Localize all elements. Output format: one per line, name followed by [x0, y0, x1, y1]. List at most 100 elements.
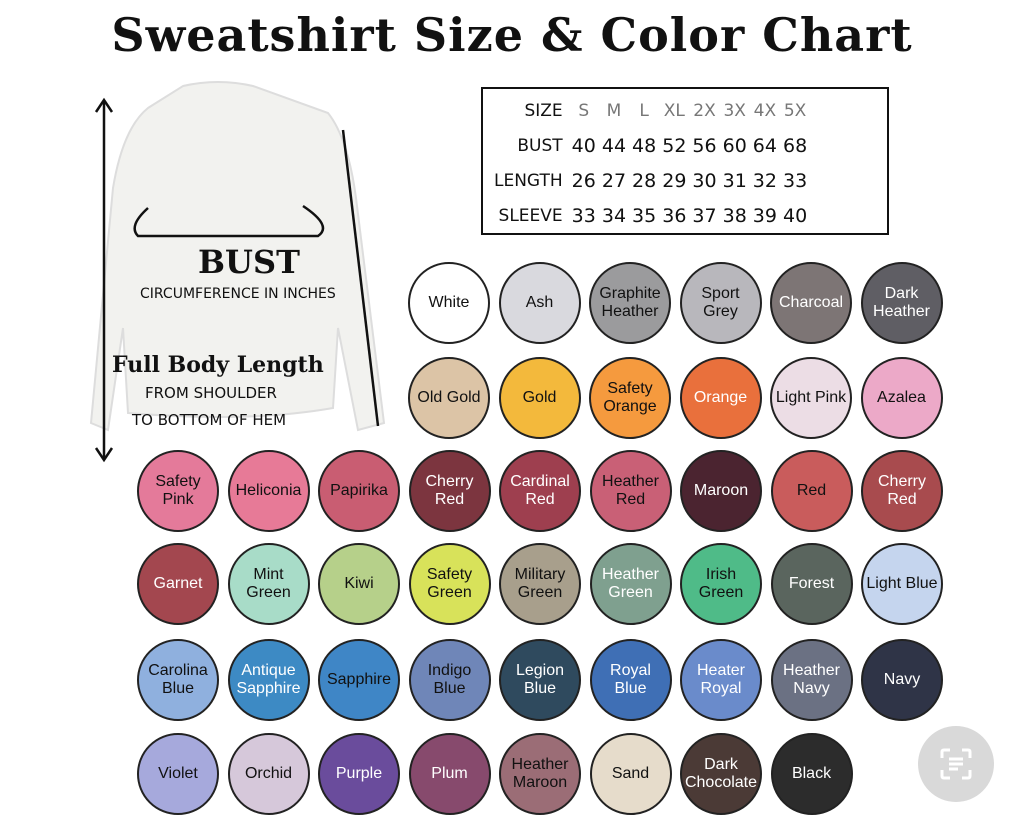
color-name: Light Pink [775, 389, 847, 406]
color-swatch: Maroon [680, 450, 762, 532]
color-name: Ash [525, 294, 554, 311]
color-swatch: Safety Orange [589, 357, 671, 439]
color-name: Kiwi [344, 575, 374, 592]
color-name: Dark Chocolate [684, 756, 758, 791]
color-swatch: Heather Navy [770, 639, 853, 721]
size-cell: XL [663, 100, 685, 121]
measurement-cell: 29 [662, 169, 687, 192]
color-name: Red [796, 482, 827, 499]
color-swatch: Violet [137, 733, 219, 815]
sweatshirt-illustration [89, 81, 386, 463]
length-sublabel-2: TO BOTTOM OF HEM [132, 411, 287, 429]
measurement-cell: 33 [571, 204, 596, 227]
color-swatch: Light Pink [770, 357, 852, 439]
color-name: Orange [693, 389, 748, 406]
measurement-cell: 28 [632, 169, 657, 192]
color-name: Navy [883, 671, 921, 688]
size-table: SIZE S M L XL 2X 3X 4X 5X BUST 40 44 48 52 56… [481, 87, 889, 235]
color-swatch: Safety Pink [137, 450, 219, 532]
color-swatch: Graphite Heather [589, 262, 671, 344]
color-swatch: Heather Maroon [499, 733, 581, 815]
size-cell: L [639, 100, 649, 121]
color-name: Sand [611, 765, 650, 782]
size-row-bust: BUST 40 44 48 52 56 60 64 68 [491, 128, 810, 163]
measurement-cell: 40 [571, 134, 596, 157]
measurement-cell: 34 [601, 204, 627, 227]
size-row-length: LENGTH 26 27 28 29 30 31 32 33 [491, 163, 810, 198]
color-name: Cardinal Red [510, 473, 570, 508]
color-swatch: Azalea [860, 357, 943, 439]
color-name: Cherry Red [877, 473, 926, 508]
row-label: SLEEVE [498, 205, 563, 226]
color-swatch: Garnet [137, 543, 219, 625]
color-swatch: Mint Green [227, 543, 310, 625]
color-swatch: Heliconia [227, 450, 310, 532]
color-swatch: Safety Green [408, 543, 491, 625]
color-name: Antique Sapphire [236, 662, 301, 697]
color-swatch: Old Gold [408, 357, 490, 439]
color-name: Military Green [514, 566, 566, 601]
color-name: Heliconia [235, 482, 302, 499]
color-name: Graphite Heather [599, 285, 661, 320]
color-swatch: Gold [498, 357, 581, 439]
measurement-cell: 37 [692, 204, 717, 227]
color-swatch: Plum [408, 733, 491, 815]
color-name: Violet [158, 765, 198, 782]
color-name: Indigo Blue [427, 662, 472, 697]
page-title: Sweatshirt Size & Color Chart [111, 8, 913, 62]
row-label: BUST [517, 135, 563, 156]
color-swatch: Papirika [318, 450, 400, 532]
color-swatch: Carolina Blue [137, 639, 219, 721]
color-swatch: Heater Royal [680, 639, 762, 721]
size-cell: 5X [783, 100, 807, 121]
size-header-label: SIZE [524, 100, 563, 121]
color-swatch: Ash [498, 262, 581, 344]
color-name: Azalea [877, 389, 926, 406]
size-cell: 4X [753, 100, 777, 121]
color-name: Safety Orange [603, 380, 657, 415]
measurement-cell: 35 [632, 204, 657, 227]
scan-button[interactable] [918, 726, 994, 802]
color-name: Dark Heather [873, 285, 930, 320]
color-name: Royal Blue [610, 662, 651, 697]
color-swatch: Sport Grey [679, 262, 762, 344]
color-name: Light Blue [866, 575, 938, 592]
length-arrowheads [94, 97, 114, 463]
color-name: Sapphire [326, 671, 392, 688]
color-swatch: Light Blue [861, 543, 943, 625]
sweatshirt-body [89, 81, 386, 432]
color-name: Cherry Red [425, 473, 474, 508]
measurement-cell: 26 [571, 169, 596, 192]
color-name: Legion Blue [515, 662, 565, 697]
length-sublabel-1: FROM SHOULDER [145, 384, 277, 402]
color-name: Garnet [153, 575, 203, 592]
sleeve-arrow [341, 129, 380, 427]
color-name: Forest [788, 575, 835, 592]
size-row-sleeve: SLEEVE 33 34 35 36 37 38 39 40 [491, 198, 810, 233]
color-swatch: Sapphire [318, 639, 400, 721]
color-swatch: Dark Heather [860, 262, 943, 344]
bust-label: BUST [198, 243, 300, 281]
color-swatch: Purple [318, 733, 400, 815]
size-cell: 3X [723, 100, 746, 121]
color-swatch: Red [770, 450, 853, 532]
color-name: Irish Green [698, 566, 744, 601]
color-name: Heather Red [602, 473, 659, 508]
measurement-cell: 36 [662, 204, 687, 227]
color-name: Heater Royal [696, 662, 746, 697]
color-swatch: Military Green [499, 543, 581, 625]
color-swatch: Antique Sapphire [227, 639, 310, 721]
measurement-cell: 56 [692, 134, 717, 157]
color-name: Sport Grey [701, 285, 740, 320]
color-swatch: Cherry Red [861, 450, 943, 532]
measurement-cell: 31 [722, 169, 747, 192]
color-name: Heather Navy [783, 662, 840, 697]
color-swatch: Black [770, 733, 853, 815]
color-swatch: Orange [679, 357, 762, 439]
row-label: LENGTH [494, 170, 563, 191]
measurement-cell: 27 [601, 169, 627, 192]
color-name: Charcoal [778, 294, 844, 311]
measurement-cell: 52 [662, 134, 687, 157]
scan-text-icon [940, 748, 972, 780]
size-cell: M [606, 100, 622, 121]
